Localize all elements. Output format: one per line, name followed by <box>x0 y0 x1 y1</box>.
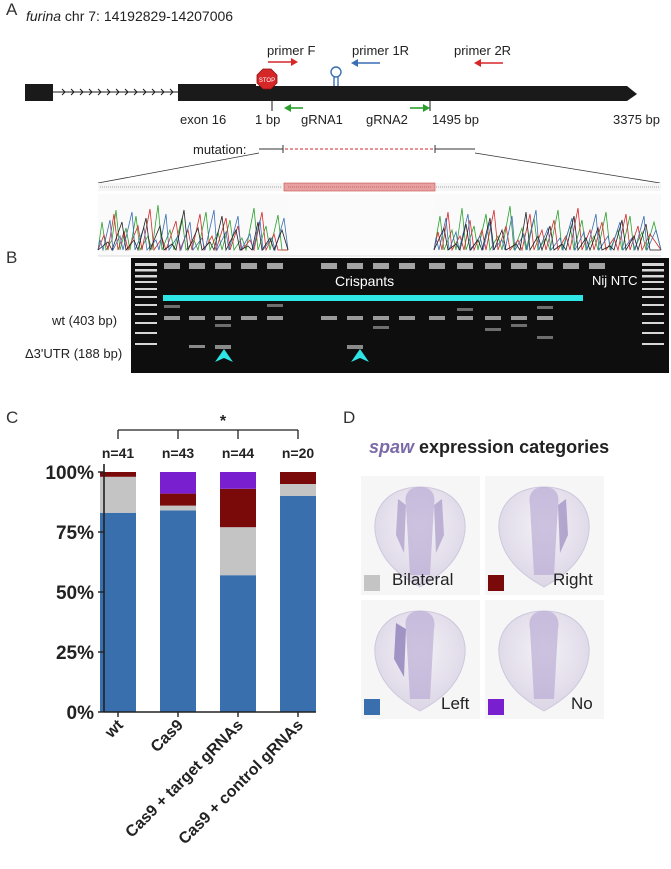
y-axis: 0% 25% 50% 75% 100% <box>45 463 316 724</box>
gene-name: furina <box>26 8 62 24</box>
significance-star: * <box>220 413 227 430</box>
chromatogram-right <box>433 205 662 252</box>
ladder-left <box>135 263 157 345</box>
gel-wells <box>164 263 605 269</box>
mutation-label: mutation: <box>193 142 247 157</box>
primer-1r-label: primer 1R <box>352 43 410 58</box>
hairpin-icon <box>330 66 342 86</box>
bar-segment-left-2 <box>220 575 256 712</box>
bar-segment-right-3 <box>280 472 316 484</box>
category-swatch-no <box>488 699 504 715</box>
gel-image <box>131 258 669 373</box>
arrowhead-2 <box>351 349 369 362</box>
category-label-right: Right <box>553 570 593 589</box>
chromatogram-gap-bg <box>288 194 434 256</box>
deletion-bands <box>189 345 363 349</box>
bar-segment-right-1 <box>160 493 196 506</box>
bp-mid-label: 1495 bp <box>432 112 479 127</box>
deletion-highlight <box>283 182 436 192</box>
y-tick-label: 100% <box>45 463 94 484</box>
bar-segment-no-2 <box>220 472 256 489</box>
bar-segment-no-1 <box>160 472 196 494</box>
n-label: n=44 <box>222 445 255 461</box>
nij-ntc-label: Nij NTC <box>592 273 638 288</box>
crispants-bar <box>163 295 583 301</box>
panel-c-letter: C <box>6 408 19 427</box>
primer-2r-label: primer 2R <box>454 43 512 58</box>
grna2-label: gRNA2 <box>366 112 408 127</box>
stop-icon <box>256 68 278 90</box>
bar-segment-bilateral-1 <box>160 505 196 511</box>
bp-start-label: 1 bp <box>255 112 281 127</box>
bp-end-label: 3375 bp <box>613 112 660 127</box>
bar-segment-bilateral-2 <box>220 527 256 576</box>
intron-chevrons <box>61 88 174 96</box>
x-tick-label: Cas9 + control gRNAs <box>176 717 307 848</box>
wt-bands <box>164 316 553 320</box>
bar-segment-left-1 <box>160 510 196 712</box>
crispants-label: Crispants <box>335 273 395 289</box>
expression-title: spaw expression categories <box>369 437 609 458</box>
utr-block <box>256 86 637 101</box>
stop-label: STOP <box>259 78 275 84</box>
bar-segment-bilateral-0 <box>100 476 136 513</box>
gene-locus-title: furina chr 7: 14192829-14207006 <box>26 8 233 24</box>
bar-segment-right-2 <box>220 488 256 528</box>
x-tick-label: Cas9 + target gRNAs <box>123 717 247 841</box>
x-tick-label: Cas9 <box>148 717 187 756</box>
n-labels: n=41 n=43 n=44 n=20 <box>102 445 315 461</box>
n-label: n=20 <box>282 445 315 461</box>
extra-bands <box>164 304 553 339</box>
spaw-gene: spaw <box>369 437 415 457</box>
n-label: n=41 <box>102 445 135 461</box>
y-tick-label: 25% <box>56 643 94 664</box>
panel-b-letter: B <box>6 248 18 267</box>
significance-bracket <box>117 429 299 439</box>
grna1-label: gRNA1 <box>301 112 343 127</box>
category-swatch-left <box>364 699 380 715</box>
embryo-grid <box>361 476 604 719</box>
bar-segment-left-0 <box>100 512 136 712</box>
y-tick-label: 0% <box>67 703 95 724</box>
bar-segment-bilateral-3 <box>280 484 316 496</box>
category-label-left: Left <box>441 694 470 713</box>
locus: chr 7: 14192829-14207006 <box>61 8 234 24</box>
expression-title-rest: expression categories <box>414 437 610 457</box>
exon-15-block <box>25 84 53 101</box>
category-swatch-right <box>488 575 504 591</box>
category-swatch-bilateral <box>364 575 380 591</box>
chromatogram-left <box>97 204 289 252</box>
exon-16-label: exon 16 <box>180 112 227 127</box>
deletion-band-label: Δ3'UTR (188 bp) <box>25 346 123 361</box>
exon-16-block <box>178 84 256 101</box>
bars <box>100 472 316 712</box>
bar-segment-left-3 <box>280 496 316 712</box>
n-label: n=43 <box>162 445 195 461</box>
bar-segment-right-0 <box>100 472 136 477</box>
wt-band-label: wt (403 bp) <box>52 313 118 328</box>
y-tick-label: 50% <box>56 583 94 604</box>
category-label-no: No <box>571 694 593 713</box>
category-label-bilateral: Bilateral <box>392 570 454 589</box>
gene-diagram: STOP <box>25 58 662 257</box>
x-tick-label: wt <box>102 716 128 742</box>
panel-a-letter: A <box>6 0 18 19</box>
arrowhead-1 <box>215 349 233 362</box>
ladder-right <box>642 263 664 345</box>
primer-f-label: primer F <box>267 43 316 58</box>
y-tick-label: 75% <box>56 523 94 544</box>
panel-d-letter: D <box>343 408 356 427</box>
